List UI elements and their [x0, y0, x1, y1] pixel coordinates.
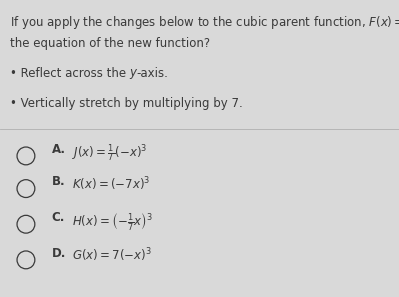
- Text: $J(x) = \frac{1}{7}(-x)^3$: $J(x) = \frac{1}{7}(-x)^3$: [72, 143, 147, 164]
- Text: D.: D.: [52, 247, 66, 260]
- Text: $H(x) = \left(-\frac{1}{7}x\right)^3$: $H(x) = \left(-\frac{1}{7}x\right)^3$: [72, 211, 153, 232]
- Text: • Vertically stretch by multiplying by 7.: • Vertically stretch by multiplying by 7…: [10, 97, 243, 110]
- Text: $K(x) = (-7x)^3$: $K(x) = (-7x)^3$: [72, 175, 150, 193]
- Text: C.: C.: [52, 211, 65, 224]
- Text: the equation of the new function?: the equation of the new function?: [10, 37, 210, 50]
- Text: A.: A.: [52, 143, 66, 156]
- Text: -axis.: -axis.: [136, 67, 168, 80]
- Text: If you apply the changes below to the cubic parent function, $F(x) = x^3$, what : If you apply the changes below to the cu…: [10, 13, 399, 33]
- Text: B.: B.: [52, 175, 65, 188]
- Text: • Reflect across the: • Reflect across the: [10, 67, 130, 80]
- Text: $y$: $y$: [129, 67, 138, 81]
- Text: $G(x) = 7(-x)^3$: $G(x) = 7(-x)^3$: [72, 247, 152, 264]
